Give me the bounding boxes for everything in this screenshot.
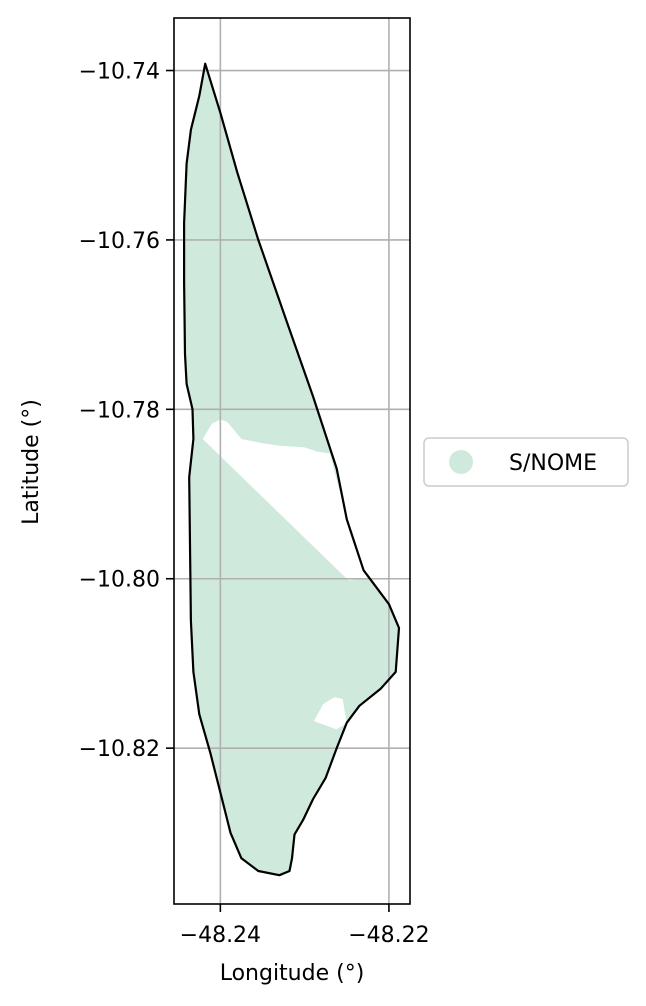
y-tick-label: −10.80 (79, 568, 160, 593)
plot-frame (173, 17, 411, 905)
y-tick-label: −10.76 (79, 229, 160, 254)
region-boundary (183, 62, 401, 877)
region-gap (313, 697, 347, 730)
region-gap (202, 419, 374, 581)
x-tick-label: −48.22 (348, 923, 429, 948)
y-tick-label: −10.82 (79, 737, 160, 762)
x-tick-label: −48.24 (180, 923, 261, 948)
y-axis-label: Latitude (°) (19, 399, 44, 525)
map-area (184, 63, 399, 876)
y-tick-label: −10.78 (79, 398, 160, 423)
y-tick-label: −10.74 (79, 60, 160, 85)
axis-ticks: −48.24 −48.22 −10.74 −10.76 −10.78 −10.80 −10.… (79, 60, 430, 948)
legend-box (423, 437, 629, 487)
x-axis-label: Longitude (°) (220, 961, 365, 986)
legend-marker (449, 450, 473, 474)
legend: S/NOME (423, 437, 629, 487)
legend-label: S/NOME (509, 451, 597, 476)
